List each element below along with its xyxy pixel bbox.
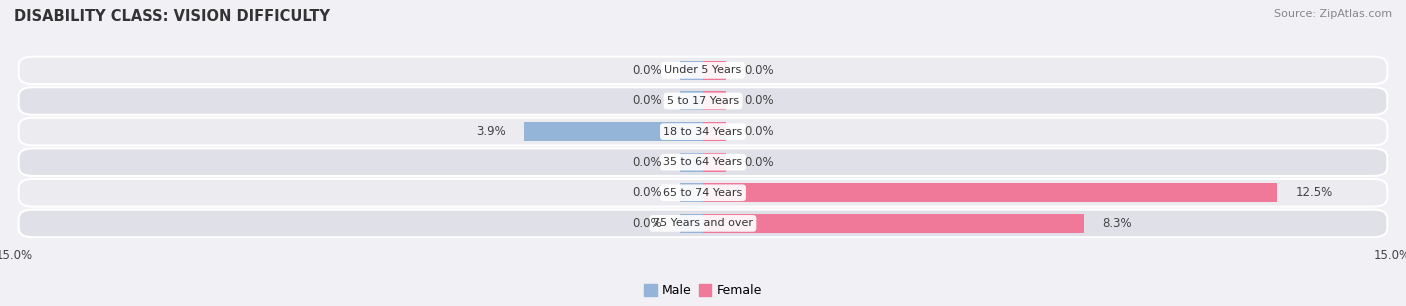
Bar xyxy=(681,183,703,202)
Text: 8.3%: 8.3% xyxy=(1102,217,1132,230)
FancyBboxPatch shape xyxy=(18,210,1388,237)
Text: 0.0%: 0.0% xyxy=(633,217,662,230)
Text: 0.0%: 0.0% xyxy=(744,156,773,169)
FancyBboxPatch shape xyxy=(18,118,1388,145)
Text: 75 Years and over: 75 Years and over xyxy=(652,218,754,228)
Text: 0.0%: 0.0% xyxy=(633,186,662,199)
Bar xyxy=(703,122,725,141)
FancyBboxPatch shape xyxy=(18,148,1388,176)
Text: 3.9%: 3.9% xyxy=(475,125,506,138)
Text: DISABILITY CLASS: VISION DIFFICULTY: DISABILITY CLASS: VISION DIFFICULTY xyxy=(14,9,330,24)
Text: 0.0%: 0.0% xyxy=(744,95,773,107)
Text: 0.0%: 0.0% xyxy=(633,95,662,107)
Bar xyxy=(703,61,725,80)
Text: 35 to 64 Years: 35 to 64 Years xyxy=(664,157,742,167)
Bar xyxy=(703,214,1084,233)
Bar xyxy=(681,61,703,80)
Bar xyxy=(703,153,725,172)
Text: 0.0%: 0.0% xyxy=(633,156,662,169)
Bar xyxy=(681,91,703,110)
Legend: Male, Female: Male, Female xyxy=(640,279,766,302)
Text: Source: ZipAtlas.com: Source: ZipAtlas.com xyxy=(1274,9,1392,19)
FancyBboxPatch shape xyxy=(18,179,1388,207)
Bar xyxy=(681,153,703,172)
Text: 65 to 74 Years: 65 to 74 Years xyxy=(664,188,742,198)
Text: 12.5%: 12.5% xyxy=(1295,186,1333,199)
Bar xyxy=(681,214,703,233)
Text: 18 to 34 Years: 18 to 34 Years xyxy=(664,127,742,136)
FancyBboxPatch shape xyxy=(18,57,1388,84)
Bar xyxy=(703,91,725,110)
Text: Under 5 Years: Under 5 Years xyxy=(665,65,741,75)
Text: 5 to 17 Years: 5 to 17 Years xyxy=(666,96,740,106)
Text: 0.0%: 0.0% xyxy=(633,64,662,77)
FancyBboxPatch shape xyxy=(18,87,1388,115)
Bar xyxy=(703,183,1277,202)
Bar xyxy=(524,122,703,141)
Text: 0.0%: 0.0% xyxy=(744,125,773,138)
Text: 0.0%: 0.0% xyxy=(744,64,773,77)
